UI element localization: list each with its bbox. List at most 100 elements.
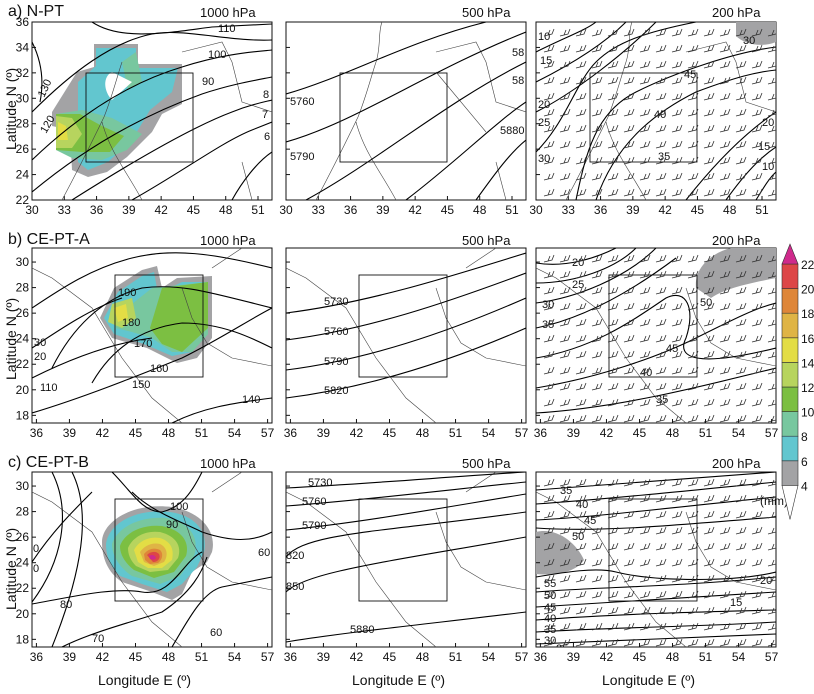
wind-barb — [671, 574, 683, 583]
lat-tick-label: 22 — [16, 357, 30, 371]
wind-barb — [543, 526, 555, 535]
wind-barb — [767, 623, 776, 631]
wind-barb — [735, 286, 747, 295]
wind-barb — [671, 558, 683, 567]
wind-barb — [655, 494, 667, 503]
wind-barb — [607, 172, 619, 181]
lon-tick-label: 57 — [515, 650, 529, 664]
wind-barb — [623, 172, 635, 181]
contour-label: 20 — [760, 575, 772, 587]
wind-barb — [607, 382, 619, 391]
lon-tick-label: 42 — [96, 426, 110, 440]
lon-tick-label: 48 — [219, 203, 233, 217]
wind-barb — [575, 270, 587, 279]
lon-tick-label: 39 — [567, 650, 581, 664]
wind-barb — [687, 188, 699, 197]
wind-barb — [751, 44, 763, 53]
domain-box — [85, 72, 194, 163]
wind-barb — [687, 44, 699, 53]
contour-label: 60 — [210, 627, 222, 639]
wind-barb — [671, 172, 683, 181]
wind-barb — [703, 108, 715, 117]
panel-b-500hpa: 5730 5760 5790 5820 — [285, 247, 527, 424]
wind-barb — [767, 607, 776, 615]
wind-barb — [559, 606, 571, 615]
contour-label: 60 — [258, 547, 270, 559]
lon-tick-label: 45 — [633, 426, 647, 440]
wind-barb — [639, 494, 651, 503]
contour-label: 55 — [544, 578, 556, 590]
lon-tick-label: 36 — [90, 203, 104, 217]
wind-barb — [703, 92, 715, 101]
panel-b-1000hpa: 190 180 170 160 30 20 110 150 140 — [31, 247, 273, 424]
wind-barb — [639, 366, 651, 375]
wind-barb — [575, 478, 587, 487]
lon-tick-label: 51 — [505, 203, 519, 217]
wind-barb — [687, 638, 699, 647]
row-a-title: a) N-PT — [8, 3, 64, 20]
lon-tick-label: 36 — [30, 650, 44, 664]
wind-barb — [559, 44, 571, 53]
wind-barb — [703, 270, 715, 279]
wind-barb — [543, 590, 555, 599]
wind-barb — [607, 606, 619, 615]
wind-barb — [591, 286, 603, 295]
row-c-level-500: 500 hPa — [462, 456, 511, 471]
wind-barb — [703, 60, 715, 69]
wind-barb — [543, 478, 555, 487]
lon-tick-label: 54 — [228, 650, 242, 664]
wind-barb — [543, 286, 555, 295]
wind-barb — [607, 44, 619, 53]
colorbar-min-triangle — [781, 485, 799, 520]
contour-label: 5730 — [324, 296, 348, 308]
wind-barb — [655, 526, 667, 535]
wind-barb — [767, 319, 776, 327]
row-b-title: b) CE-PT-A — [8, 231, 90, 248]
lon-tick-label: 42 — [408, 203, 422, 217]
lat-tick-label: 18 — [16, 408, 30, 422]
wind-barb — [751, 156, 763, 165]
wind-barb — [575, 318, 587, 327]
wind-barb — [623, 334, 635, 343]
wind-barb — [639, 350, 651, 359]
wind-barb — [703, 590, 715, 599]
panel-a-1000hpa: 110 100 90 8 7 6 130 120 — [31, 21, 273, 201]
lon-tick-label: 33 — [58, 203, 72, 217]
wind-barb — [719, 302, 731, 311]
wind-barb — [575, 60, 587, 69]
wind-barb — [575, 494, 587, 503]
wind-barb — [767, 543, 776, 551]
wind-barb — [719, 398, 731, 407]
wind-barb — [719, 254, 731, 263]
wind-barb — [655, 542, 667, 551]
wind-barb — [671, 414, 683, 423]
wind-barb — [751, 108, 763, 117]
lon-tick-label: 39 — [317, 650, 331, 664]
wind-barb — [719, 108, 731, 117]
wind-barb — [543, 622, 555, 631]
wind-barb — [591, 494, 603, 503]
domain-box — [358, 274, 448, 378]
wind-barb — [703, 302, 715, 311]
domain-box — [589, 72, 698, 163]
wind-barb — [607, 574, 619, 583]
lon-tick-label: 45 — [441, 203, 455, 217]
lat-tick-label: 26 — [16, 306, 30, 320]
wind-barb — [735, 478, 747, 487]
wind-barb — [751, 140, 763, 149]
wind-barb — [735, 558, 747, 567]
wind-barb — [703, 542, 715, 551]
wind-barb — [687, 606, 699, 615]
wind-barb — [575, 44, 587, 53]
wind-barb — [703, 76, 715, 85]
wind-barb — [655, 558, 667, 567]
wind-barb — [735, 606, 747, 615]
wind-barb — [719, 270, 731, 279]
lon-tick-label: 39 — [626, 203, 640, 217]
lon-tick-label: 45 — [633, 650, 647, 664]
lat-tick-label: 30 — [16, 91, 30, 105]
lon-tick-label: 36 — [534, 650, 548, 664]
wind-barb — [591, 108, 603, 117]
wind-barbs — [543, 478, 776, 647]
wind-barb — [639, 478, 651, 487]
